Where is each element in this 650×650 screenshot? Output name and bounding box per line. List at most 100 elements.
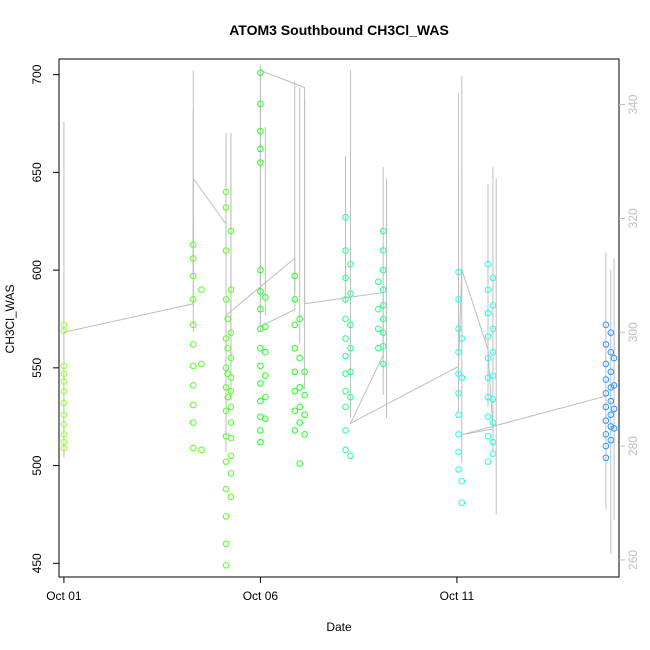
y-axis-right: 260 280 300 320 340: [619, 94, 640, 570]
data-point: [224, 370, 231, 378]
data-point: [484, 260, 492, 268]
data-point: [379, 247, 387, 254]
data-point: [227, 286, 235, 293]
data-point: [484, 333, 492, 340]
data-point: [262, 372, 269, 379]
y2-tick-label: 300: [626, 322, 640, 342]
data-point: [342, 214, 349, 221]
data-point: [347, 452, 354, 460]
data-point: [60, 431, 68, 438]
data-point: [342, 335, 349, 342]
data-point: [607, 423, 615, 430]
data-point: [607, 411, 615, 419]
data-point: [291, 321, 299, 329]
data-point: [458, 335, 466, 342]
data-point: [342, 315, 349, 323]
data-point: [296, 403, 304, 411]
data-point: [189, 419, 197, 426]
data-point: [607, 329, 615, 336]
data-point: [262, 323, 269, 331]
data-point: [484, 354, 492, 362]
x-axis-label: Date: [326, 620, 352, 634]
data-point: [60, 421, 68, 428]
data-point: [374, 278, 382, 286]
data-point: [347, 344, 354, 352]
data-point: [222, 204, 230, 211]
data-point: [222, 513, 230, 520]
scatter-points: [60, 69, 618, 569]
data-point: [458, 374, 466, 381]
x-tick-label: Oct 11: [440, 589, 475, 603]
data-point: [224, 393, 231, 401]
data-point: [342, 427, 349, 434]
data-point: [301, 411, 308, 419]
data-point: [484, 286, 492, 293]
data-point: [455, 268, 462, 276]
data-point: [379, 266, 387, 274]
data-point: [607, 348, 615, 356]
data-point: [296, 419, 304, 426]
data-point: [227, 419, 235, 426]
data-point: [342, 296, 349, 303]
data-point: [489, 274, 497, 282]
secondary-series: [63, 64, 615, 555]
data-point: [347, 368, 354, 376]
data-point: [60, 362, 68, 370]
data-point: [257, 128, 264, 135]
data-point: [347, 290, 354, 297]
data-point: [227, 493, 235, 501]
data-point: [610, 405, 618, 413]
y-tick-label: 700: [30, 64, 44, 84]
data-point: [222, 364, 230, 372]
x-tick-label: Oct 01: [46, 589, 82, 603]
y2-tick-label: 320: [626, 208, 640, 228]
data-point: [602, 417, 610, 424]
data-point: [227, 227, 235, 235]
data-point: [455, 296, 462, 303]
data-point: [455, 348, 462, 356]
data-point: [222, 384, 230, 391]
data-point: [455, 411, 462, 419]
data-point: [227, 354, 235, 362]
data-point: [222, 485, 230, 493]
data-point: [60, 411, 68, 419]
data-point: [291, 272, 299, 280]
data-point: [60, 327, 68, 335]
data-point: [301, 431, 308, 438]
data-point: [602, 403, 610, 411]
data-point: [342, 247, 349, 254]
data-point: [484, 432, 492, 440]
data-point: [602, 376, 610, 383]
data-point: [222, 540, 230, 548]
data-point: [262, 393, 269, 401]
data-point: [291, 296, 299, 303]
data-point: [458, 499, 466, 507]
data-point: [189, 382, 197, 389]
data-point: [342, 352, 349, 360]
data-point: [257, 380, 264, 387]
data-point: [227, 452, 235, 460]
data-point: [484, 309, 492, 317]
data-point: [296, 384, 304, 391]
data-point: [296, 460, 304, 467]
data-point: [60, 444, 68, 452]
x-tick-label: Oct 06: [243, 589, 279, 603]
data-point: [189, 401, 197, 409]
data-point: [379, 286, 387, 293]
data-point: [60, 399, 68, 407]
data-point: [222, 296, 230, 303]
data-point: [189, 255, 197, 262]
y-tick-label: 650: [30, 162, 44, 182]
data-point: [602, 389, 610, 397]
y-axis-left: 450 500 550 600 650 700: [30, 64, 59, 573]
data-point: [198, 286, 205, 293]
data-point: [60, 370, 68, 378]
data-point: [222, 561, 230, 569]
data-point: [607, 384, 615, 391]
y-tick-label: 550: [30, 358, 44, 378]
data-point: [489, 450, 497, 458]
data-point: [60, 388, 68, 395]
data-point: [610, 382, 618, 389]
secondary-line-path: [63, 69, 611, 436]
